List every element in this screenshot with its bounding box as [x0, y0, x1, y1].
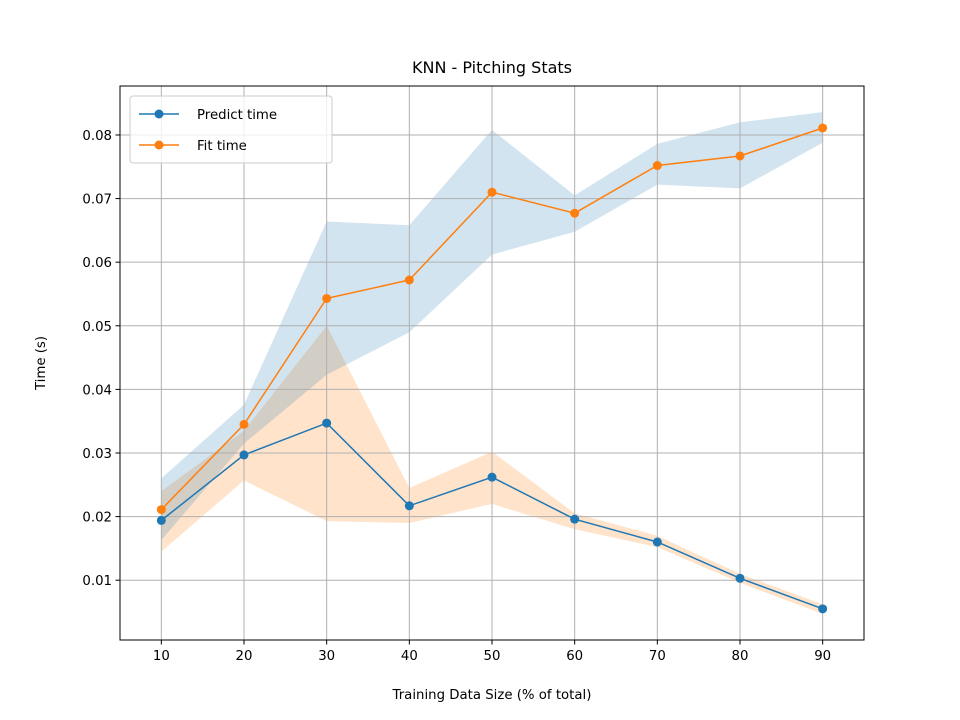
- y-tick-label: 0.06: [82, 256, 112, 271]
- point-fit-time: [156, 505, 166, 515]
- legend-marker-predict-time: [154, 109, 164, 119]
- x-axis-label: Training Data Size (% of total): [392, 688, 592, 703]
- legend-label-predict-time: Predict time: [197, 108, 277, 123]
- point-fit-time: [652, 161, 662, 171]
- point-predict-time: [735, 573, 745, 583]
- legend: Predict time Fit time: [129, 95, 333, 164]
- x-tick-label: 30: [318, 649, 335, 664]
- point-fit-time: [735, 151, 745, 161]
- x-tick-label: 50: [484, 649, 501, 664]
- x-tick-label: 90: [814, 649, 831, 664]
- x-tick-label: 60: [566, 649, 583, 664]
- point-predict-time: [570, 514, 580, 524]
- y-axis-ticks: 0.01 0.02 0.03 0.04 0.05 0.06 0.07 0.08: [82, 129, 120, 589]
- legend-label-fit-time: Fit time: [197, 139, 247, 154]
- y-tick-label: 0.08: [82, 129, 112, 144]
- grid-lines: [120, 86, 864, 640]
- y-tick-label: 0.02: [82, 511, 112, 526]
- point-fit-time: [818, 123, 828, 133]
- legend-box: [129, 95, 333, 164]
- point-predict-time: [239, 450, 249, 460]
- series-points: [156, 123, 828, 614]
- point-fit-time: [239, 419, 249, 429]
- point-fit-time: [322, 293, 332, 303]
- point-predict-time: [487, 472, 497, 482]
- x-axis-ticks: 10 20 30 40 50 60 70 80 90: [153, 640, 831, 664]
- y-axis-label: Time (s): [34, 336, 49, 391]
- y-tick-label: 0.04: [82, 383, 112, 398]
- x-tick-label: 70: [649, 649, 666, 664]
- y-tick-label: 0.07: [82, 193, 112, 208]
- x-tick-label: 40: [401, 649, 418, 664]
- x-tick-label: 20: [236, 649, 253, 664]
- chart-title: KNN - Pitching Stats: [412, 58, 572, 77]
- point-predict-time: [156, 515, 166, 525]
- point-predict-time: [652, 537, 662, 547]
- y-tick-label: 0.03: [82, 447, 112, 462]
- y-tick-label: 0.05: [82, 320, 112, 335]
- point-fit-time: [404, 275, 414, 285]
- y-tick-label: 0.01: [82, 574, 112, 589]
- legend-marker-fit-time: [154, 140, 164, 150]
- point-predict-time: [818, 604, 828, 614]
- x-tick-label: 80: [732, 649, 749, 664]
- point-fit-time: [487, 187, 497, 197]
- point-predict-time: [404, 501, 414, 511]
- point-fit-time: [570, 208, 580, 218]
- x-tick-label: 10: [153, 649, 170, 664]
- point-predict-time: [322, 418, 332, 428]
